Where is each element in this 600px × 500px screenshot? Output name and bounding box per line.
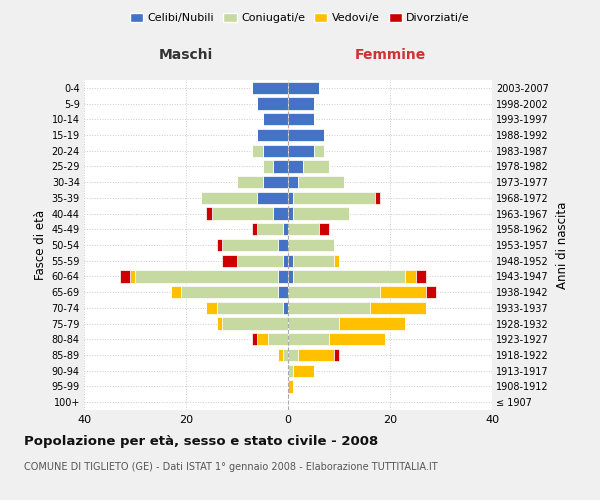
- Y-axis label: Anni di nascita: Anni di nascita: [556, 202, 569, 288]
- Bar: [263, 176, 288, 188]
- Bar: [426, 286, 436, 298]
- Bar: [298, 176, 344, 188]
- Bar: [222, 239, 278, 251]
- Bar: [206, 302, 217, 314]
- Bar: [293, 208, 349, 220]
- Bar: [334, 254, 339, 267]
- Bar: [257, 192, 288, 204]
- Bar: [283, 254, 288, 267]
- Bar: [288, 318, 339, 330]
- Bar: [283, 223, 288, 235]
- Bar: [288, 286, 380, 298]
- Bar: [288, 333, 329, 345]
- Text: Maschi: Maschi: [159, 48, 213, 62]
- Bar: [217, 239, 222, 251]
- Bar: [288, 208, 293, 220]
- Bar: [288, 129, 324, 141]
- Bar: [257, 223, 283, 235]
- Bar: [237, 176, 263, 188]
- Text: Femmine: Femmine: [355, 48, 425, 62]
- Text: Popolazione per età, sesso e stato civile - 2008: Popolazione per età, sesso e stato civil…: [24, 435, 378, 448]
- Bar: [257, 98, 288, 110]
- Bar: [263, 113, 288, 126]
- Bar: [263, 144, 288, 157]
- Bar: [375, 192, 380, 204]
- Bar: [273, 208, 288, 220]
- Bar: [253, 223, 257, 235]
- Bar: [288, 380, 293, 392]
- Bar: [288, 302, 370, 314]
- Bar: [181, 286, 278, 298]
- Bar: [339, 318, 406, 330]
- Bar: [253, 144, 263, 157]
- Bar: [171, 286, 181, 298]
- Bar: [268, 333, 288, 345]
- Text: COMUNE DI TIGLIETO (GE) - Dati ISTAT 1° gennaio 2008 - Elaborazione TUTTITALIA.I: COMUNE DI TIGLIETO (GE) - Dati ISTAT 1° …: [24, 462, 437, 472]
- Bar: [293, 270, 406, 282]
- Bar: [288, 349, 298, 361]
- Bar: [288, 223, 319, 235]
- Bar: [293, 192, 375, 204]
- Bar: [278, 270, 288, 282]
- Bar: [283, 302, 288, 314]
- Bar: [416, 270, 426, 282]
- Bar: [293, 254, 334, 267]
- Bar: [288, 239, 334, 251]
- Bar: [288, 176, 298, 188]
- Bar: [135, 270, 278, 282]
- Bar: [288, 160, 304, 172]
- Bar: [278, 286, 288, 298]
- Y-axis label: Fasce di età: Fasce di età: [34, 210, 47, 280]
- Bar: [406, 270, 416, 282]
- Bar: [278, 239, 288, 251]
- Bar: [273, 160, 288, 172]
- Bar: [380, 286, 426, 298]
- Bar: [288, 82, 319, 94]
- Bar: [237, 254, 283, 267]
- Bar: [288, 113, 314, 126]
- Bar: [253, 82, 288, 94]
- Bar: [288, 144, 314, 157]
- Bar: [329, 333, 385, 345]
- Bar: [257, 333, 268, 345]
- Bar: [253, 333, 257, 345]
- Bar: [212, 208, 273, 220]
- Bar: [288, 98, 314, 110]
- Bar: [278, 349, 283, 361]
- Bar: [217, 318, 222, 330]
- Bar: [202, 192, 257, 204]
- Bar: [257, 129, 288, 141]
- Bar: [120, 270, 130, 282]
- Bar: [293, 364, 314, 377]
- Bar: [298, 349, 334, 361]
- Bar: [283, 349, 288, 361]
- Bar: [288, 270, 293, 282]
- Bar: [217, 302, 283, 314]
- Bar: [130, 270, 135, 282]
- Bar: [288, 364, 293, 377]
- Bar: [222, 318, 288, 330]
- Bar: [222, 254, 237, 267]
- Bar: [334, 349, 339, 361]
- Bar: [370, 302, 426, 314]
- Bar: [304, 160, 329, 172]
- Bar: [288, 254, 293, 267]
- Bar: [288, 192, 293, 204]
- Bar: [319, 223, 329, 235]
- Bar: [263, 160, 273, 172]
- Legend: Celibi/Nubili, Coniugati/e, Vedovi/e, Divorziati/e: Celibi/Nubili, Coniugati/e, Vedovi/e, Di…: [125, 8, 475, 28]
- Bar: [314, 144, 324, 157]
- Bar: [206, 208, 212, 220]
